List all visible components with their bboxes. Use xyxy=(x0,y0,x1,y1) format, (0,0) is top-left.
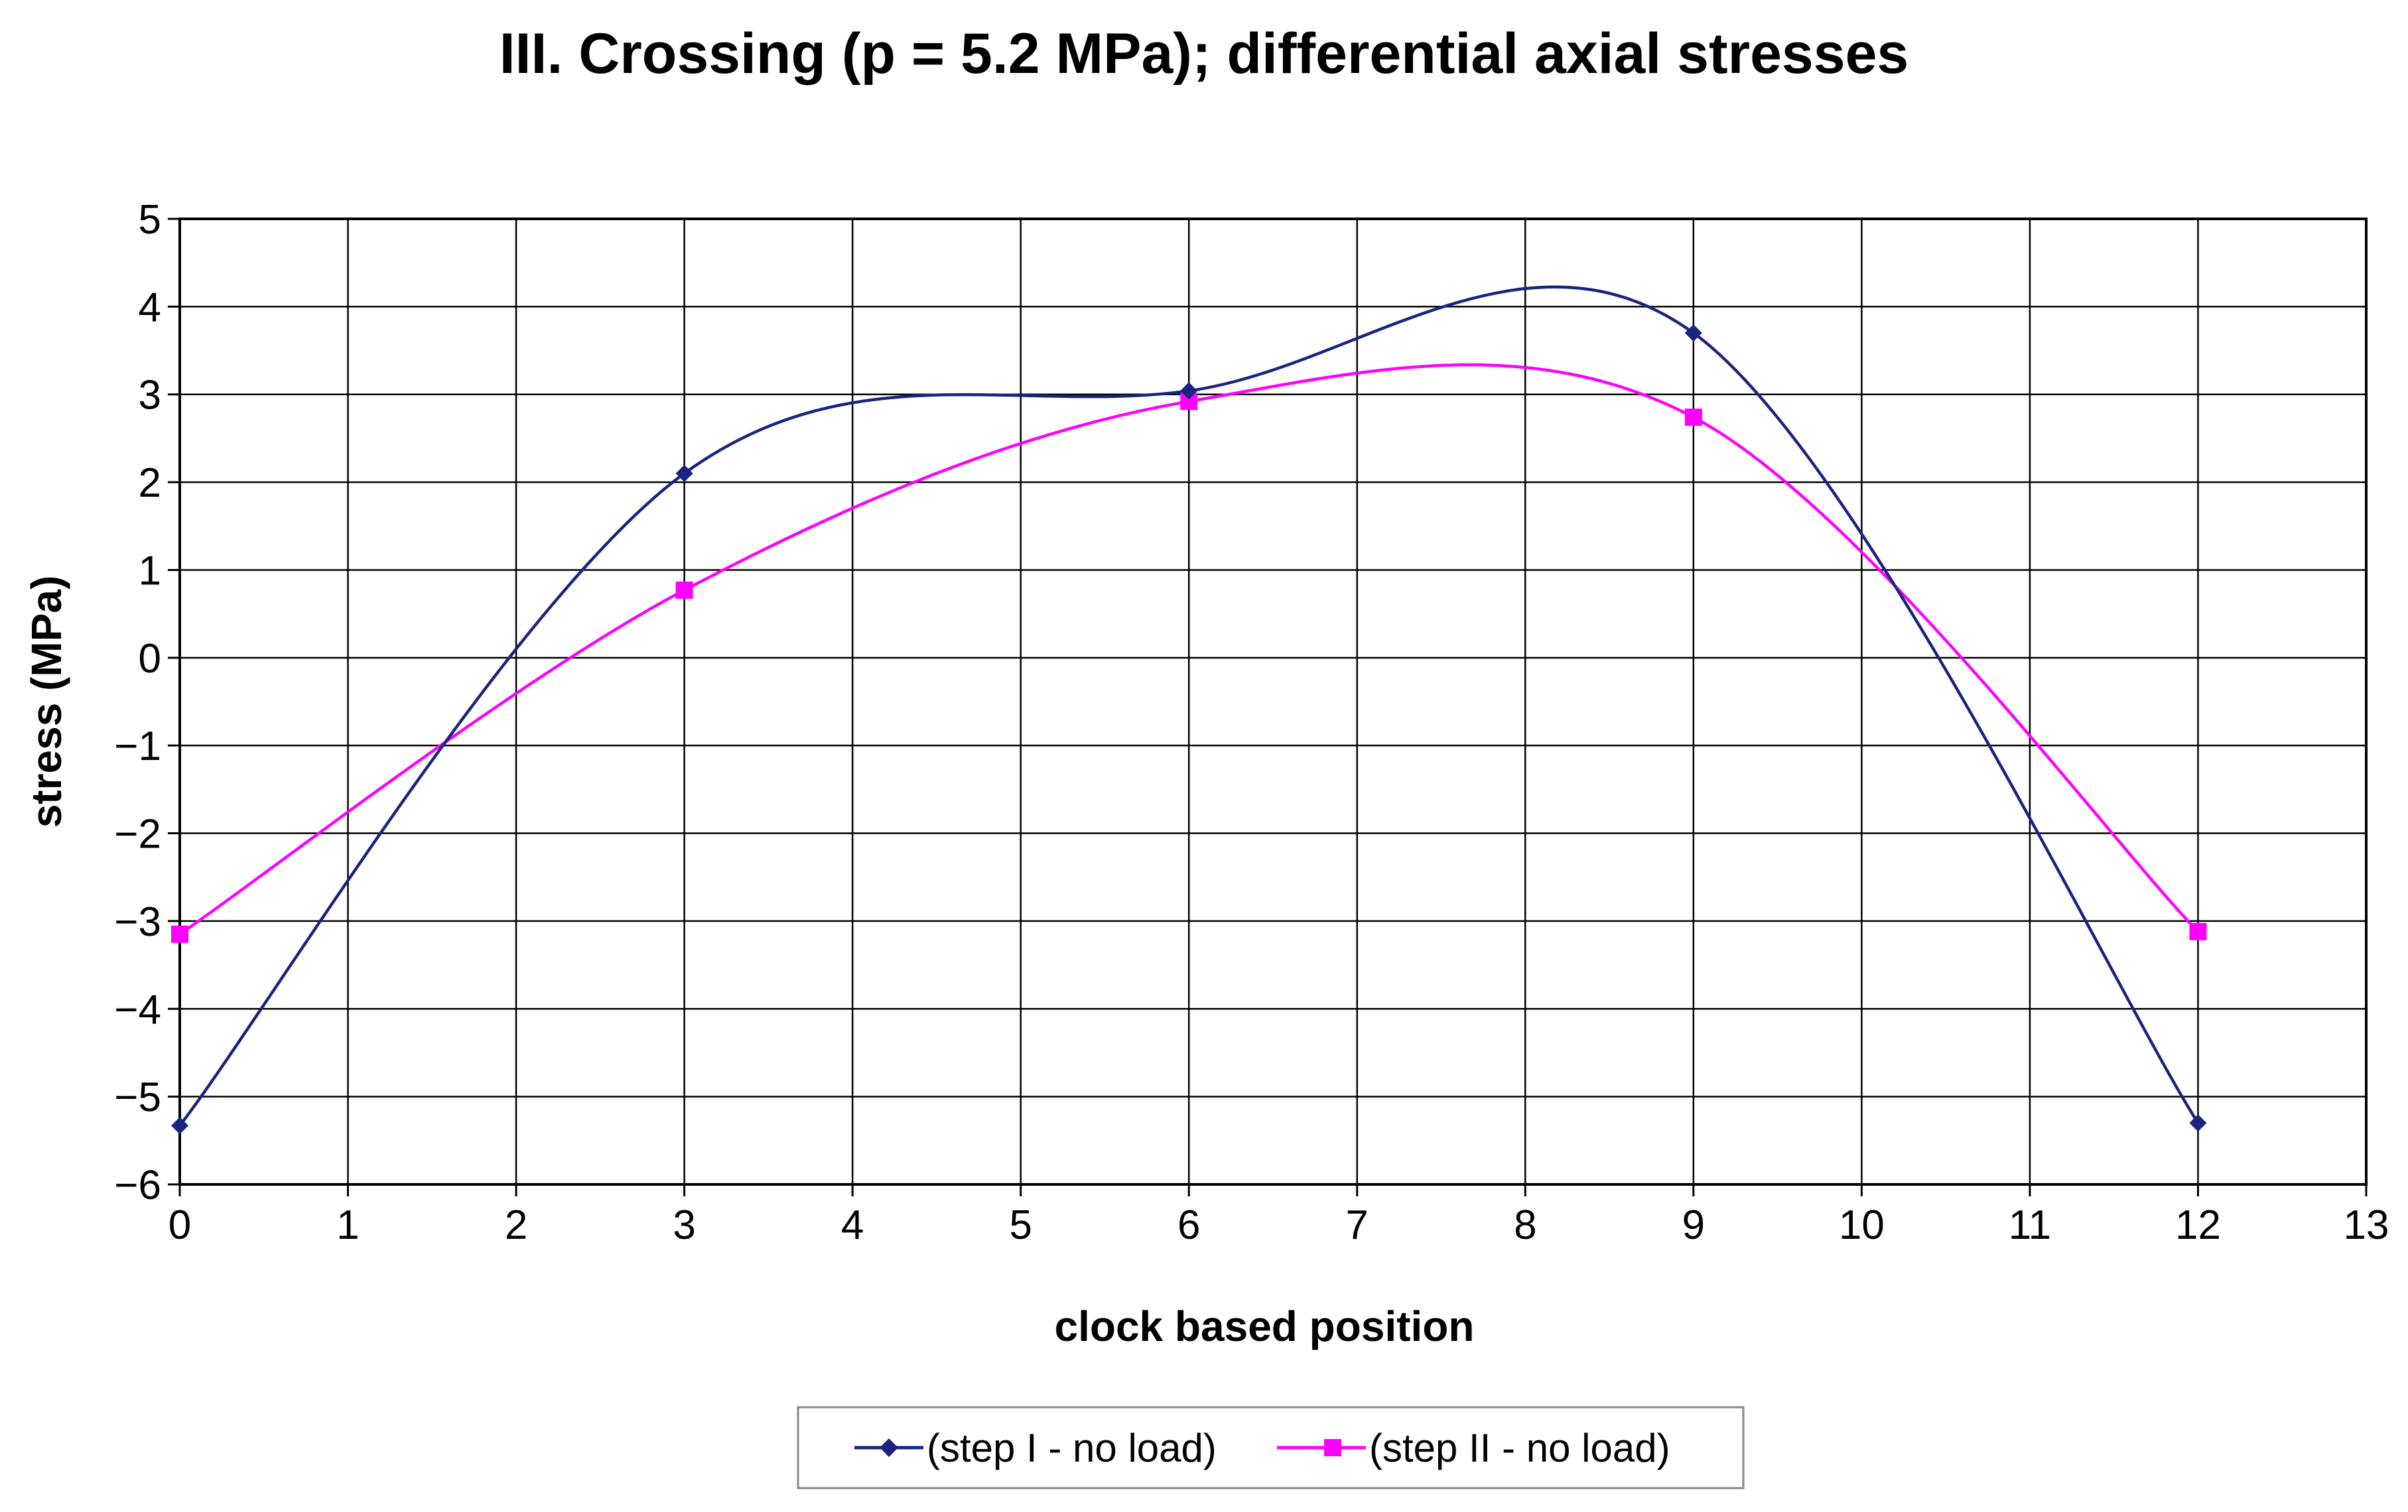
x-tick-label: 12 xyxy=(2175,1202,2221,1248)
x-tick-label: 5 xyxy=(1009,1202,1032,1248)
legend-label-step-2: (step II - no load) xyxy=(1369,1426,1670,1470)
x-tick-label: 6 xyxy=(1177,1202,1200,1248)
x-axis-label: clock based position xyxy=(1054,1302,1474,1350)
y-tick-label: 0 xyxy=(139,636,161,682)
y-tick-label: 2 xyxy=(139,460,161,506)
series-line-step-1 xyxy=(178,285,2200,1127)
y-tick-labels: 5 4 3 2 1 0 −1 −2 −3 −4 −5 −6 xyxy=(114,197,161,1208)
y-tick-label: 1 xyxy=(139,548,161,594)
y-tick-label: −2 xyxy=(114,812,161,857)
y-tick-label: −6 xyxy=(114,1163,161,1208)
data-point-step-2 xyxy=(1684,409,1702,426)
data-point-step-1 xyxy=(2189,1114,2207,1132)
data-point-step-1 xyxy=(1684,324,1702,342)
plot-border xyxy=(178,218,2368,1186)
y-tick-label: −3 xyxy=(114,899,161,945)
series-group xyxy=(171,285,2207,1135)
data-point-step-1 xyxy=(675,464,693,482)
x-tick-label: 1 xyxy=(336,1202,359,1248)
x-tick-label: 11 xyxy=(2009,1202,2051,1248)
x-tick-label: 9 xyxy=(1682,1202,1705,1248)
legend-label-step-1: (step I - no load) xyxy=(927,1426,1217,1470)
plot-area xyxy=(180,219,2366,1184)
x-tick-label: 4 xyxy=(841,1202,864,1248)
data-point-step-1 xyxy=(171,1117,188,1135)
y-tick-label: 4 xyxy=(139,284,161,330)
y-tick-label: −1 xyxy=(114,724,161,769)
x-tick-label: 2 xyxy=(505,1202,527,1248)
legend-marker-step-1 xyxy=(880,1438,898,1457)
y-tick-label: −4 xyxy=(114,987,161,1033)
data-point-step-2 xyxy=(675,581,693,599)
x-tick-label: 10 xyxy=(1839,1202,1885,1248)
x-tick-label: 3 xyxy=(673,1202,695,1248)
y-tick-label: −5 xyxy=(114,1075,161,1121)
y-axis-label: stress (MPa) xyxy=(23,576,70,828)
data-point-step-2 xyxy=(171,925,188,943)
y-tick-label: 5 xyxy=(139,197,161,243)
series-line-step-2 xyxy=(178,363,2200,936)
x-tick-label: 8 xyxy=(1514,1202,1536,1248)
data-point-step-2 xyxy=(2189,922,2207,940)
chart-title: III. Crossing (p = 5.2 MPa); differentia… xyxy=(500,22,1908,86)
x-tick-label: 7 xyxy=(1346,1202,1369,1248)
data-point-step-1 xyxy=(1180,382,1198,400)
legend-marker-step-2 xyxy=(1324,1439,1341,1456)
legend: (step I - no load) (step II - no load) xyxy=(797,1406,1745,1489)
x-tick-labels: 0 1 2 3 4 5 6 7 8 9 10 11 12 13 xyxy=(168,1202,2389,1248)
y-tick-label: 3 xyxy=(139,373,161,418)
legend-box xyxy=(797,1406,1745,1489)
x-tick-label: 13 xyxy=(2344,1202,2389,1248)
x-tick-label: 0 xyxy=(168,1202,191,1248)
